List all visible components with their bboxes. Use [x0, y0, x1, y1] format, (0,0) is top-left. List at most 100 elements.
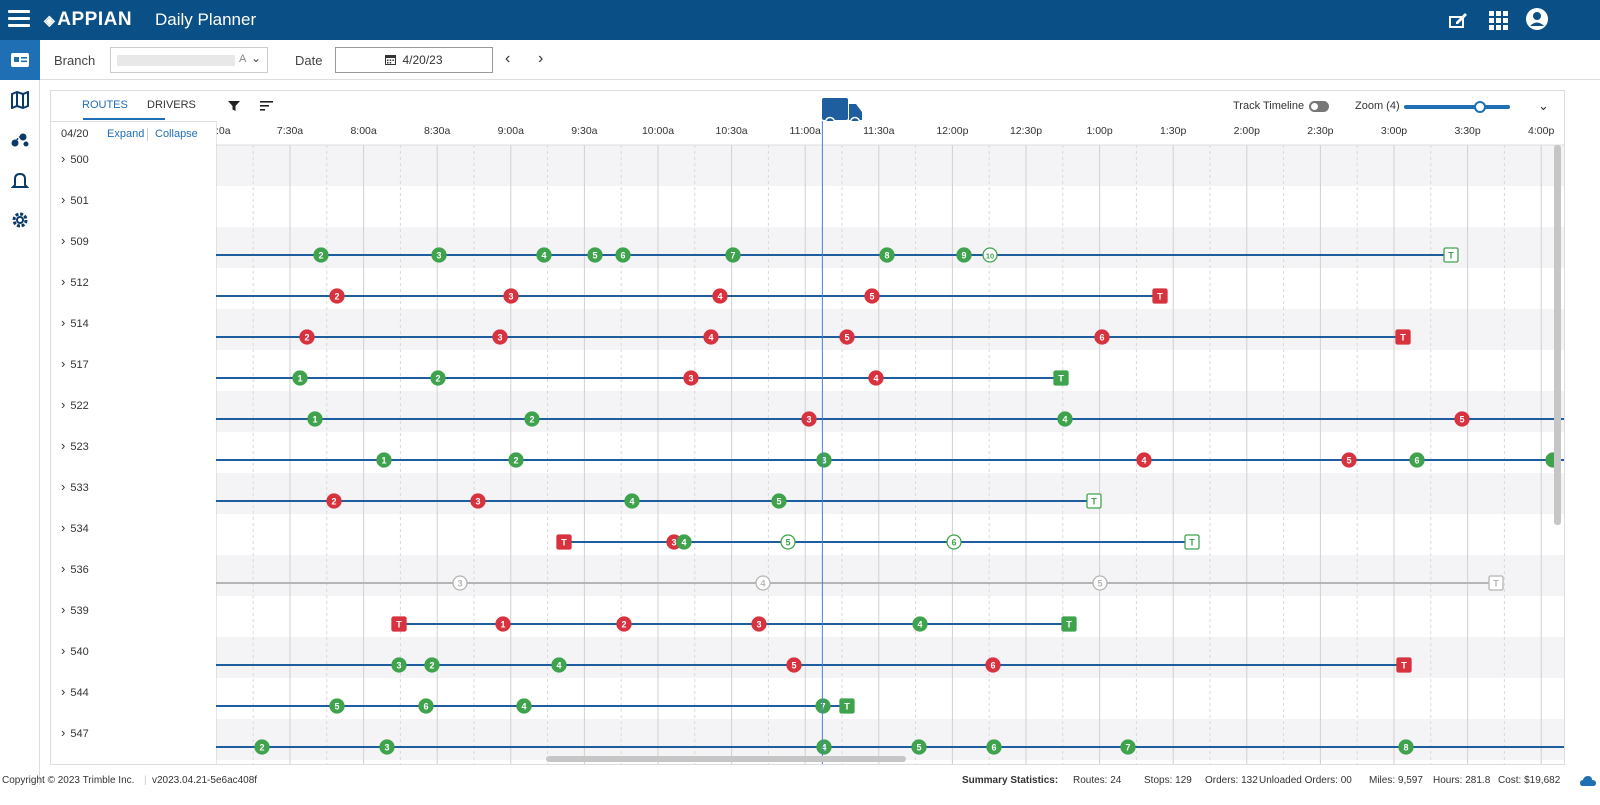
stop-marker[interactable]: 5	[329, 698, 345, 714]
route-row-label[interactable]: › 534	[61, 520, 211, 561]
stop-marker[interactable]: 4	[516, 698, 532, 714]
user-account-icon[interactable]	[1525, 7, 1549, 31]
stop-marker[interactable]: 4	[1057, 411, 1073, 427]
stop-marker[interactable]: 6	[1409, 452, 1425, 468]
stop-marker[interactable]: T	[1061, 616, 1077, 632]
stop-marker[interactable]: 3	[816, 452, 832, 468]
edit-note-icon[interactable]	[1447, 9, 1469, 31]
stop-marker[interactable]: 3	[492, 329, 508, 345]
stop-marker[interactable]: 5	[864, 288, 880, 304]
stop-marker[interactable]: 2	[313, 247, 329, 263]
stop-marker[interactable]: T	[1053, 370, 1069, 386]
stop-marker[interactable]: T	[1395, 329, 1411, 345]
stop-marker[interactable]: T	[391, 616, 407, 632]
filter-icon[interactable]	[228, 100, 240, 112]
stop-marker[interactable]: 7	[725, 247, 741, 263]
route-row-label[interactable]: › 512	[61, 274, 211, 315]
stop-marker[interactable]: 2	[524, 411, 540, 427]
stop-marker[interactable]: 2	[508, 452, 524, 468]
next-day-icon[interactable]: ›	[538, 50, 544, 67]
stop-marker[interactable]: 4	[816, 739, 832, 755]
route-row-label[interactable]: › 539	[61, 602, 211, 643]
stop-marker[interactable]: 7	[815, 698, 831, 714]
stop-marker[interactable]: 4	[536, 247, 552, 263]
chevron-right-icon[interactable]: ›	[61, 315, 66, 330]
stop-marker[interactable]: 10	[982, 247, 998, 263]
stop-marker[interactable]: 4	[624, 493, 640, 509]
stop-marker[interactable]: 6	[1094, 329, 1110, 345]
stop-marker[interactable]: 7	[1120, 739, 1136, 755]
route-row-label[interactable]: › 517	[61, 356, 211, 397]
stop-marker[interactable]: 4	[755, 575, 771, 591]
stop-marker[interactable]: 3	[452, 575, 468, 591]
chevron-right-icon[interactable]: ›	[61, 520, 66, 535]
vertical-scrollbar[interactable]	[1554, 145, 1561, 525]
previous-day-icon[interactable]: ‹	[505, 50, 511, 67]
chevron-right-icon[interactable]: ›	[61, 725, 66, 740]
tab-drivers[interactable]: DRIVERS	[147, 99, 196, 111]
stop-marker[interactable]: 5	[1341, 452, 1357, 468]
stop-marker[interactable]: 3	[683, 370, 699, 386]
route-row-label[interactable]: › 533	[61, 479, 211, 520]
stop-marker[interactable]: 6	[985, 657, 1001, 673]
route-row-label[interactable]: › 509	[61, 233, 211, 274]
chevron-right-icon[interactable]: ›	[61, 356, 66, 371]
stop-marker[interactable]: T	[1152, 288, 1168, 304]
stop-marker[interactable]: 5	[911, 739, 927, 755]
route-row-label[interactable]: › 540	[61, 643, 211, 684]
chevron-right-icon[interactable]: ›	[61, 643, 66, 658]
route-row-label[interactable]: › 501	[61, 192, 211, 233]
stop-marker[interactable]: 4	[868, 370, 884, 386]
chevron-right-icon[interactable]: ›	[61, 479, 66, 494]
stop-marker[interactable]: 3	[801, 411, 817, 427]
chevron-right-icon[interactable]: ›	[61, 438, 66, 453]
stop-marker[interactable]: 4	[1136, 452, 1152, 468]
route-row-label[interactable]: › 522	[61, 397, 211, 438]
stop-marker[interactable]: 1	[307, 411, 323, 427]
menu-icon[interactable]	[8, 10, 30, 30]
stop-marker[interactable]: 5	[1092, 575, 1108, 591]
chevron-right-icon[interactable]: ›	[61, 602, 66, 617]
stop-marker[interactable]: 2	[616, 616, 632, 632]
stop-marker[interactable]: 5	[1454, 411, 1470, 427]
nav-routes[interactable]	[0, 120, 40, 160]
nav-notifications[interactable]	[0, 160, 40, 200]
nav-planner[interactable]	[0, 40, 40, 80]
chevron-right-icon[interactable]: ›	[61, 233, 66, 248]
nav-map[interactable]	[0, 80, 40, 120]
stop-marker[interactable]: T	[1086, 493, 1102, 509]
stop-marker[interactable]: T	[1184, 534, 1200, 550]
branch-select[interactable]: A ⌄	[110, 47, 268, 73]
stop-marker[interactable]: 4	[912, 616, 928, 632]
chevron-right-icon[interactable]: ›	[61, 274, 66, 289]
stop-marker[interactable]: T	[1488, 575, 1504, 591]
stop-marker[interactable]: 6	[615, 247, 631, 263]
stop-marker[interactable]: 3	[431, 247, 447, 263]
stop-marker[interactable]: 9	[956, 247, 972, 263]
date-picker[interactable]: 4/20/23	[335, 47, 493, 73]
panel-collapse-chevron-icon[interactable]: ⌄	[1538, 98, 1549, 113]
stop-marker[interactable]: 1	[292, 370, 308, 386]
stop-marker[interactable]: 3	[503, 288, 519, 304]
stop-marker[interactable]: T	[1443, 247, 1459, 263]
zoom-slider-knob[interactable]	[1474, 101, 1486, 113]
chevron-right-icon[interactable]: ›	[61, 397, 66, 412]
chevron-right-icon[interactable]: ›	[61, 561, 66, 576]
stop-marker[interactable]: 6	[946, 534, 962, 550]
route-row-label[interactable]: › 500	[61, 151, 211, 192]
route-row-label[interactable]: › 523	[61, 438, 211, 479]
route-row-label[interactable]: › 544	[61, 684, 211, 725]
stop-marker[interactable]: 8	[1398, 739, 1414, 755]
stop-marker[interactable]: T	[556, 534, 572, 550]
nav-settings[interactable]	[0, 200, 40, 240]
stop-marker[interactable]: 5	[587, 247, 603, 263]
stop-marker[interactable]: 5	[786, 657, 802, 673]
stop-marker[interactable]: 2	[299, 329, 315, 345]
stop-marker[interactable]: 2	[430, 370, 446, 386]
zoom-slider[interactable]	[1404, 101, 1510, 113]
route-row-label[interactable]: › 536	[61, 561, 211, 602]
sort-icon[interactable]	[260, 100, 273, 111]
route-row-label[interactable]: › 547	[61, 725, 211, 764]
stop-marker[interactable]: 3	[379, 739, 395, 755]
stop-marker[interactable]: 4	[676, 534, 692, 550]
